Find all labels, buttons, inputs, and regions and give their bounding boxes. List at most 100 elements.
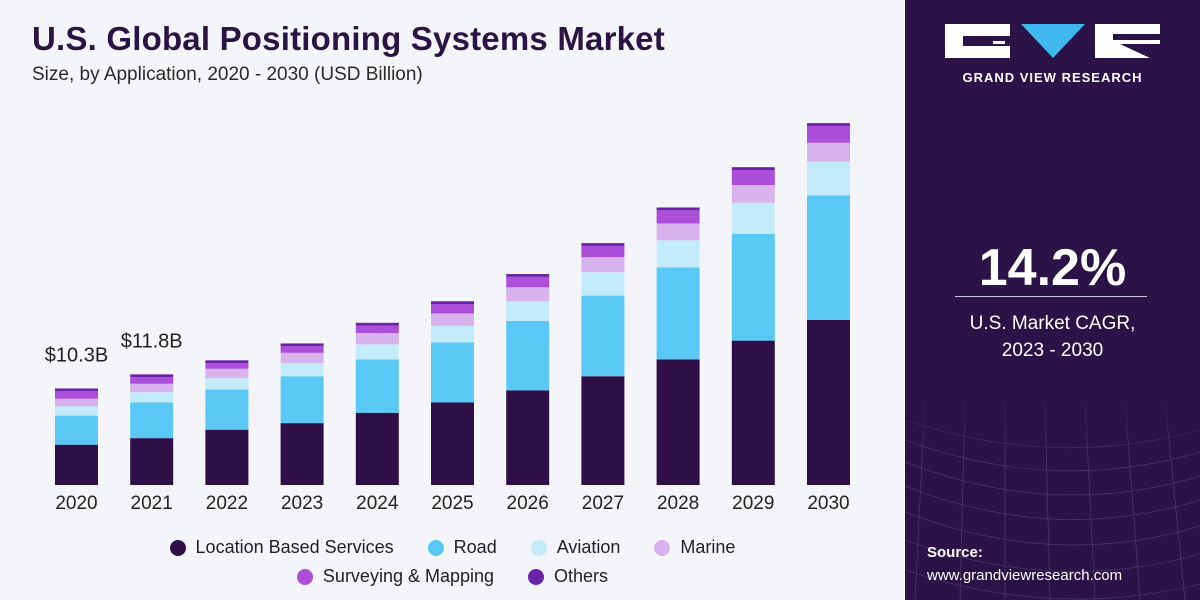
bar-segment-2021 (130, 377, 174, 384)
bar-segment-2020 (55, 391, 98, 399)
legend-item-surveying-mapping: Surveying & Mapping (296, 566, 495, 587)
bar-segment-2028 (656, 207, 700, 211)
legend-swatch-icon (296, 568, 313, 585)
legend-row-1: Location Based Services Road Aviation Ma… (0, 537, 905, 558)
source-url: www.grandviewresearch.com (927, 567, 1123, 584)
bar-segment-2022 (205, 360, 249, 364)
bar-segment-2026 (506, 287, 550, 302)
legend-swatch-icon (530, 539, 547, 556)
bar-segment-2022 (205, 368, 249, 379)
bar-segment-2021 (130, 402, 174, 439)
bar-segment-2030 (807, 142, 850, 162)
bar-segment-2026 (506, 301, 550, 321)
bar-segment-2023 (280, 346, 324, 353)
bar-segment-2020 (55, 388, 98, 392)
bar-segment-2025 (431, 325, 474, 343)
x-tick-label: 2029 (732, 493, 774, 514)
bar-segment-2029 (731, 185, 775, 203)
bar-segment-2023 (280, 423, 324, 485)
cagr-label-line-1: U.S. Market CAGR, (969, 313, 1136, 334)
bar-segment-2029 (731, 233, 775, 341)
bar-segment-2023 (280, 363, 324, 377)
bar-segment-2021 (130, 438, 174, 485)
bar-segment-2020 (55, 398, 98, 407)
x-tick-label: 2028 (657, 493, 699, 514)
bar-segment-2024 (355, 359, 399, 413)
bar-segment-2026 (506, 274, 550, 277)
bar-segment-2021 (130, 383, 174, 393)
bar-segment-2028 (656, 240, 700, 268)
bar-segment-2023 (280, 376, 324, 424)
legend-label: Location Based Services (195, 537, 394, 557)
divider (955, 296, 1147, 297)
bar-segment-2026 (506, 320, 550, 391)
bar-segment-2028 (656, 267, 700, 360)
bar-segment-2029 (731, 167, 775, 170)
legend-label: Marine (680, 537, 736, 557)
bar-segment-2030 (807, 161, 850, 196)
bar-segment-2021 (130, 374, 174, 378)
legend-item-aviation: Aviation (530, 537, 621, 558)
bar-segment-2029 (731, 170, 775, 185)
bar-segment-2025 (431, 342, 474, 403)
stacked-bar-chart: 2020 2021 2022 2023 2024 2025 2026 2027 2028 2029… (45, 123, 850, 514)
legend-item-others: Others (528, 566, 608, 587)
bar-segment-2022 (205, 378, 249, 390)
x-tick-label: 2021 (131, 493, 173, 514)
bar-segment-2027 (581, 295, 625, 377)
bar-segment-2022 (205, 363, 249, 369)
bar-segment-2021 (130, 392, 174, 403)
bar-segment-2027 (581, 376, 625, 485)
bar-segment-2028 (656, 223, 700, 241)
legend-swatch-icon (169, 539, 186, 556)
bar-segment-2025 (431, 313, 474, 326)
x-tick-label: 2025 (431, 493, 473, 514)
bar-segment-2027 (581, 245, 625, 258)
sidebar-panel: GRAND VIEW RESEARCH 14.2% U.S. Market CA… (905, 0, 1200, 600)
x-tick-label: 2024 (356, 493, 399, 514)
bar-segment-2024 (355, 344, 399, 360)
bar-segment-2020 (55, 444, 98, 485)
bar-segment-2024 (355, 412, 399, 485)
bar-segment-2027 (581, 257, 625, 273)
legend-swatch-icon (427, 539, 444, 556)
data-label-2020: $10.3B (45, 344, 108, 366)
legend-label: Others (554, 566, 609, 586)
bar-segment-2024 (355, 322, 399, 326)
bar-segment-2025 (431, 402, 474, 485)
legend-item-marine: Marine (654, 537, 735, 558)
bar-segment-2020 (55, 415, 98, 445)
bar-segment-2028 (656, 210, 700, 224)
bar-segment-2024 (355, 325, 399, 334)
bar-segment-2030 (807, 123, 850, 126)
x-tick-label: 2022 (206, 493, 248, 514)
bar-segment-2030 (807, 320, 850, 485)
legend-label: Surveying & Mapping (322, 566, 495, 586)
bar-segment-2029 (731, 340, 775, 485)
x-tick-label: 2020 (55, 493, 97, 514)
bar-segment-2027 (581, 272, 625, 296)
legend-row-2: Surveying & Mapping Others (0, 566, 905, 587)
bar-segment-2027 (581, 243, 625, 246)
legend-label: Road (453, 537, 497, 557)
x-tick-label: 2026 (507, 493, 549, 514)
source-label: Source: (927, 544, 983, 561)
data-label-2021: $11.8B (121, 330, 183, 352)
bar-segment-2022 (205, 389, 249, 430)
bar-segment-2029 (731, 202, 775, 234)
legend-swatch-icon (528, 568, 545, 585)
bar-segment-2028 (656, 359, 700, 485)
bar-segment-2025 (431, 301, 474, 305)
cagr-label: U.S. Market CAGR, 2023 - 2030 (905, 310, 1200, 364)
legend-item-road: Road (427, 537, 497, 558)
cagr-label-line-2: 2023 - 2030 (1001, 340, 1104, 361)
bar-segment-2030 (807, 195, 850, 320)
brand-name: GRAND VIEW RESEARCH (962, 70, 1143, 85)
bar-segment-2023 (280, 343, 324, 347)
bar-segment-2030 (807, 125, 850, 143)
bar-segment-2026 (506, 390, 550, 485)
bar-segment-2024 (355, 333, 399, 345)
bar-segment-2020 (55, 406, 98, 416)
legend-label: Aviation (556, 537, 621, 557)
bar-segment-2026 (506, 276, 550, 288)
